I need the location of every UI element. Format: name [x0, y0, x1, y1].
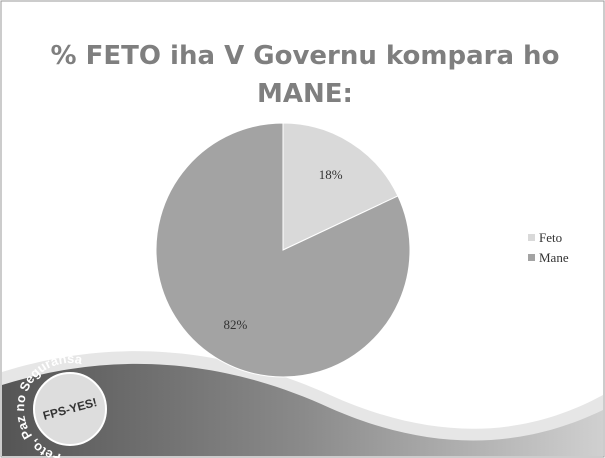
logo-circle — [33, 372, 107, 446]
chart-title: % FETO iha V Governu kompara ho — [51, 41, 560, 71]
legend-swatch — [528, 254, 535, 261]
wave — [2, 363, 603, 456]
pie-slice — [282, 122, 399, 251]
data-label: 82% — [223, 317, 247, 332]
legend-label: Mane — [539, 250, 569, 265]
chart-title: MANE: — [257, 79, 353, 109]
pie-slice — [155, 122, 411, 378]
legend-swatch — [528, 234, 535, 241]
legend-label: Feto — [539, 230, 562, 245]
data-label: 18% — [319, 167, 343, 182]
